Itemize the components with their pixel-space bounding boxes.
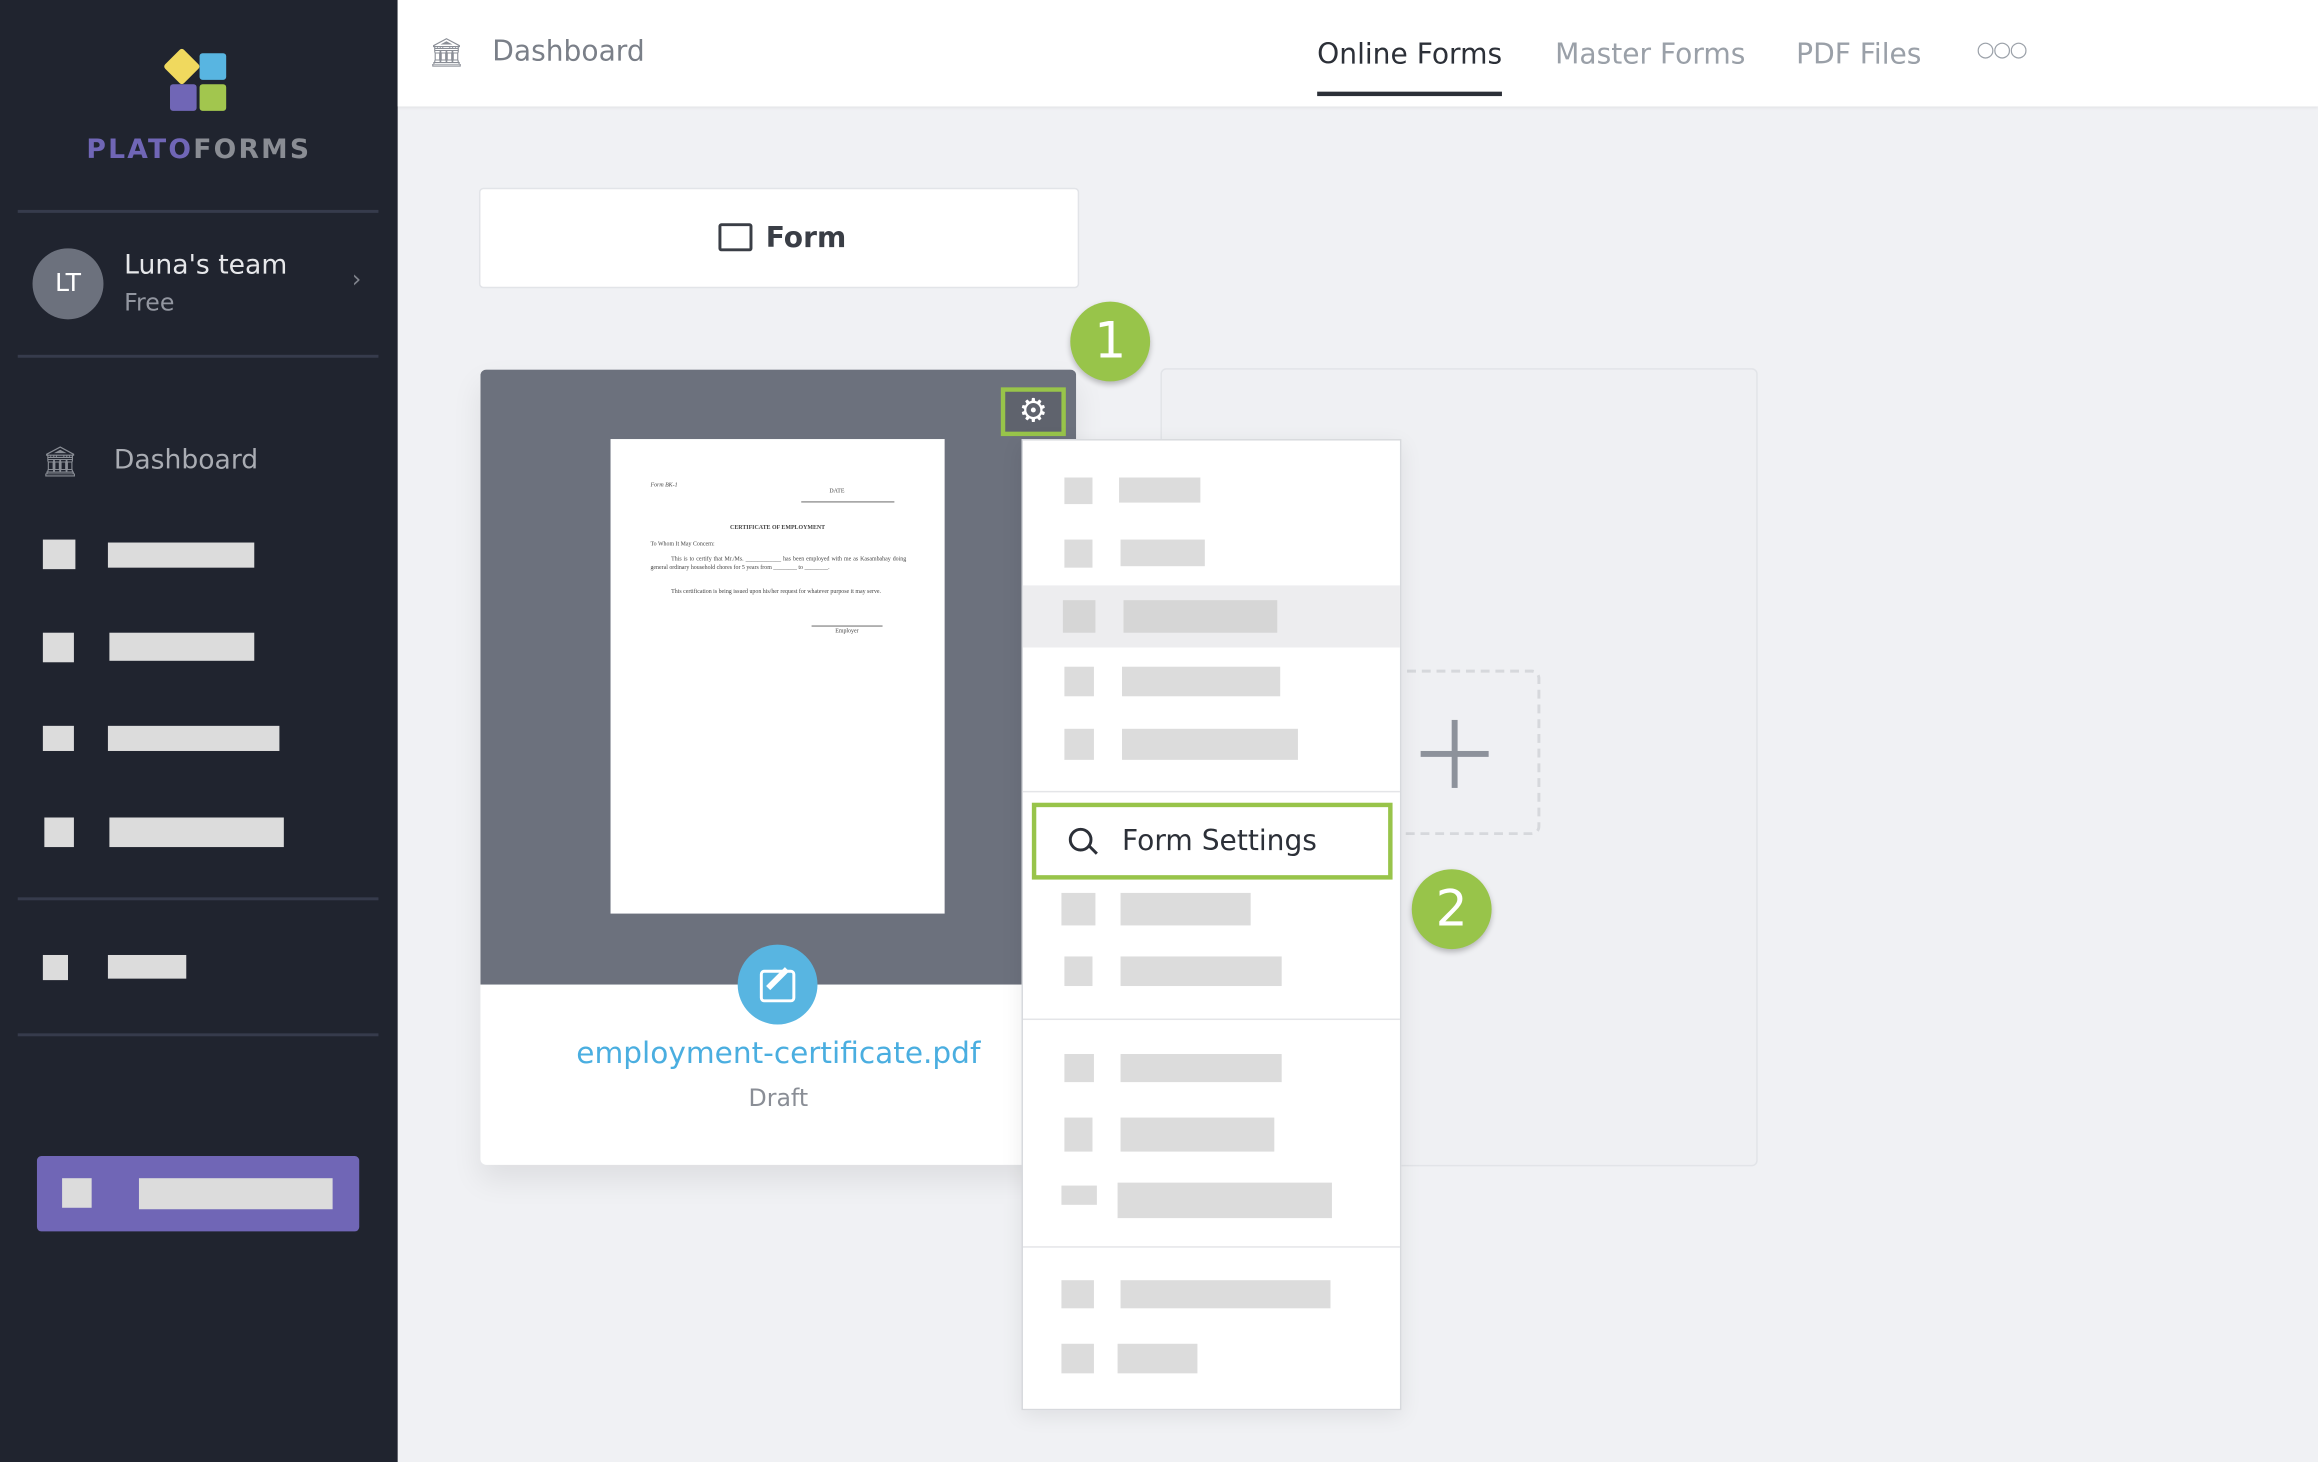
- tab-online-forms[interactable]: Online Forms: [1317, 38, 1503, 97]
- team-switcher[interactable]: LT Luna's team Free ›: [32, 247, 373, 324]
- team-plan: Free: [124, 288, 175, 317]
- file-name[interactable]: employment-certificate.pdf: [576, 1034, 981, 1071]
- edit-button[interactable]: [737, 944, 818, 1025]
- status-label: Draft: [748, 1083, 809, 1112]
- step-badge-1: 1: [1070, 301, 1151, 382]
- doc-signature: Employer: [835, 626, 859, 635]
- menu-item-hovered[interactable]: [1022, 585, 1400, 648]
- brand-part2: FORMS: [193, 134, 312, 166]
- brand-name: PLATOFORMS: [0, 135, 398, 166]
- tab-master-forms[interactable]: Master Forms: [1555, 38, 1746, 71]
- settings-gear-button[interactable]: ⚙: [1000, 387, 1066, 437]
- folder-label: Form: [765, 221, 847, 255]
- edit-icon: [759, 969, 796, 1003]
- logo[interactable]: [160, 47, 234, 114]
- chevron-right-icon: ›: [351, 264, 362, 293]
- tab-pdf-files[interactable]: PDF Files: [1796, 38, 1922, 71]
- more-dots-icon[interactable]: ○○○: [1976, 38, 2027, 63]
- gear-icon: ⚙: [1018, 393, 1048, 431]
- doc-body1: This is to certify that Mr./Ms. ________…: [650, 554, 907, 570]
- folder-button[interactable]: Form: [478, 187, 1080, 289]
- sidebar: PLATOFORMS LT Luna's team Free › 🏛 Dashb…: [0, 0, 398, 1462]
- sidebar-item-label: Dashboard: [113, 444, 259, 477]
- top-bar: 🏛 Dashboard Online Forms Master Forms PD…: [397, 0, 2318, 107]
- document-thumbnail: Form BK-1 DATE CERTIFICATE OF EMPLOYMENT…: [610, 439, 945, 914]
- bank-icon: 🏛: [41, 443, 79, 479]
- sidebar-item-dashboard[interactable]: 🏛 Dashboard: [41, 443, 366, 481]
- form-settings-label: Form Settings: [1122, 824, 1317, 858]
- step-badge-2: 2: [1411, 869, 1492, 950]
- doc-salutation: To Whom It May Concern:: [650, 539, 715, 547]
- doc-body2: This certification is being issued upon …: [671, 586, 882, 595]
- brand-part1: PLATO: [86, 134, 194, 166]
- team-name: Luna's team: [124, 249, 288, 281]
- breadcrumb[interactable]: Dashboard: [492, 35, 645, 69]
- menu-item-form-settings[interactable]: Form Settings: [1031, 802, 1393, 880]
- folder-icon: [718, 223, 753, 252]
- form-card[interactable]: Form BK-1 DATE CERTIFICATE OF EMPLOYMENT…: [480, 369, 1077, 1165]
- avatar: LT: [32, 248, 104, 320]
- search-icon: [1068, 827, 1093, 852]
- doc-form-no: Form BK-1: [650, 480, 678, 488]
- bank-icon: 🏛: [428, 36, 465, 70]
- form-options-menu: Form Settings: [1021, 439, 1402, 1411]
- upgrade-button[interactable]: [36, 1156, 360, 1232]
- doc-date: DATE: [829, 486, 845, 494]
- doc-title: CERTIFICATE OF EMPLOYMENT: [730, 523, 826, 531]
